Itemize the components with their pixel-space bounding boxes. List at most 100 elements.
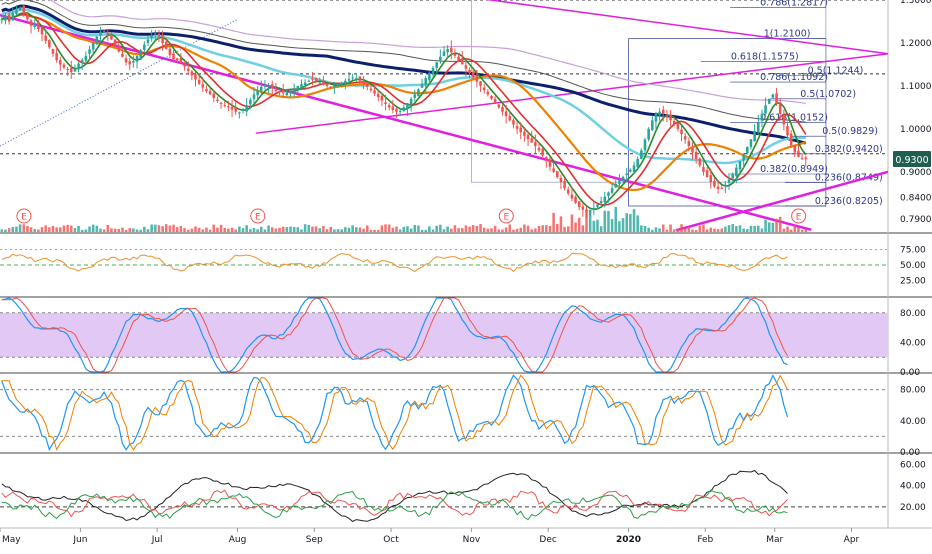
candle-body [285, 92, 289, 96]
volume-bar [219, 224, 223, 232]
rsi-axis-tick: 50.00 [900, 261, 926, 271]
candle-body [303, 82, 307, 86]
candle-body [446, 48, 449, 53]
volume-bar [552, 212, 555, 232]
candle-body [676, 122, 680, 129]
candle-body [420, 83, 424, 88]
volume-bar [398, 229, 402, 232]
time-axis-label: Dec [539, 535, 556, 545]
volume-bar [764, 219, 767, 232]
volume-bar [775, 218, 778, 232]
volume-bar [618, 221, 621, 232]
dmi-axis-tick: 60.00 [900, 461, 926, 471]
volume-bar [453, 225, 457, 232]
volume-bar [643, 225, 647, 232]
volume-bar [139, 229, 142, 232]
stoch-axis-tick: 40.00 [900, 338, 926, 348]
time-axis-label: Sep [306, 535, 323, 545]
candle-body [80, 60, 84, 63]
volume-bar [18, 224, 22, 232]
volume-bar [340, 229, 343, 232]
volume-bar [143, 226, 146, 232]
earnings-event-icon[interactable] [791, 208, 807, 224]
candle-body [391, 106, 395, 110]
candle-body [661, 109, 665, 114]
candle-body [771, 94, 775, 98]
candle-body [296, 85, 300, 90]
volume-bar [373, 229, 376, 232]
candle-body [128, 61, 132, 65]
volume-bar [208, 229, 212, 232]
candle-body [146, 39, 150, 43]
volume-bar [241, 228, 245, 232]
volume-bar [537, 226, 541, 232]
volume-bar [413, 224, 417, 232]
volume-bar [475, 225, 479, 232]
candle-body [278, 91, 281, 93]
candle-body [460, 58, 464, 65]
price-axis-tick: 1.2000 [900, 39, 932, 49]
volume-bar [574, 222, 577, 232]
candle-body [596, 204, 599, 207]
candle-body [738, 161, 742, 170]
volume-bar [676, 228, 680, 232]
volume-bar [804, 229, 808, 232]
volume-bar [621, 218, 625, 232]
candle-body [84, 55, 88, 61]
volume-bar [585, 209, 588, 232]
volume-bar [77, 225, 80, 232]
candle-body [172, 53, 175, 60]
fib-label: 0.5(0.9829) [822, 126, 878, 137]
volume-bar [519, 227, 523, 232]
volume-bar [493, 225, 497, 232]
time-axis-label: Jul [151, 535, 163, 545]
volume-bar [234, 229, 237, 232]
candle-body [636, 158, 639, 168]
volume-bar [702, 224, 705, 232]
candle-body [223, 105, 227, 107]
candle-body [428, 73, 431, 81]
candle-body [614, 183, 618, 188]
candle-body [40, 27, 44, 35]
volume-bar [216, 227, 219, 232]
time-axis-label: Aug [229, 535, 247, 545]
volume-bar [797, 227, 800, 232]
volume-bar [767, 222, 771, 232]
volume-bar [387, 224, 391, 232]
volume-bar [800, 229, 804, 232]
candle-body [175, 58, 179, 61]
volume-bar [731, 224, 734, 232]
volume-bar [793, 225, 797, 232]
stoch-band [0, 312, 888, 358]
volume-bar [84, 229, 88, 232]
candle-body [51, 49, 55, 54]
earnings-event-label: E [796, 213, 802, 223]
volume-bar [607, 211, 610, 232]
volume-bar [62, 225, 66, 232]
volume-bar [355, 227, 358, 232]
volume-bar [778, 216, 782, 232]
volume-bar [150, 224, 153, 232]
volume-bar [687, 226, 691, 232]
stoch-k-line [1, 297, 788, 373]
earnings-event-icon[interactable] [16, 208, 32, 224]
candle-body [355, 78, 358, 80]
fib-label: 0.382(0.9420) [815, 144, 883, 155]
volume-bar [446, 226, 449, 232]
candle-body [113, 39, 117, 46]
candle-body [493, 98, 497, 104]
volume-bar [256, 229, 259, 232]
di-plus-line [1, 489, 788, 521]
volume-bar [508, 224, 512, 232]
earnings-event-icon[interactable] [250, 208, 266, 224]
volume-bar [420, 229, 424, 232]
candle-body [610, 188, 614, 193]
candle-body [424, 78, 428, 86]
time-axis-label: Mar [766, 535, 783, 545]
candle-body [526, 134, 530, 140]
earnings-event-icon[interactable] [498, 208, 514, 224]
volume-bar [296, 227, 300, 232]
candle-body [760, 113, 764, 121]
price-axis-tick: 0.8400 [900, 194, 932, 204]
